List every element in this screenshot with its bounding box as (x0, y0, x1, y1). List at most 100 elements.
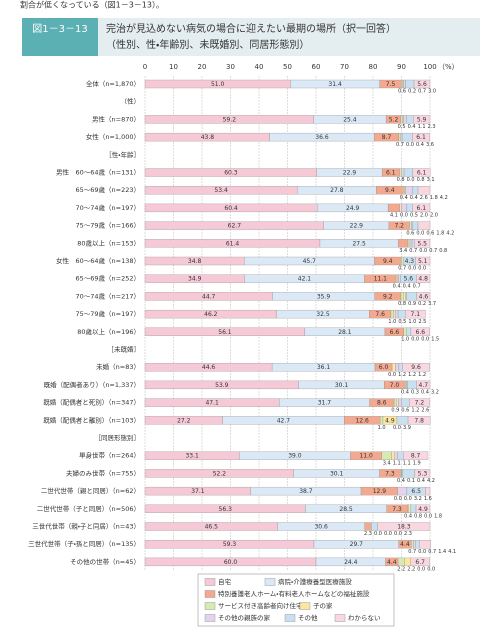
bar-segment (407, 239, 411, 248)
value-label: 46.2 (204, 311, 218, 318)
bar-segment (393, 309, 396, 319)
legend-swatch (264, 578, 276, 586)
small-value-label: 0.0 (394, 531, 402, 537)
bar-segment (401, 256, 404, 266)
value-label: 27.5 (352, 240, 366, 247)
category-label: 夫婦のみ世帯（n=755） (66, 468, 140, 477)
x-tick-label: 0 (143, 63, 147, 71)
small-value-label: 1.8 (430, 195, 438, 201)
small-value-label: 1.0 (401, 337, 409, 343)
bar-segment (401, 203, 408, 213)
category-label: 70～74歳（n=217） (75, 291, 140, 300)
value-label: 4.7 (419, 382, 429, 389)
bar-segment (387, 203, 400, 213)
x-tick-label: 50 (283, 63, 292, 71)
bar-segment (425, 486, 431, 496)
value-label: 39.0 (288, 453, 302, 460)
x-tick-label: 60 (312, 63, 321, 71)
value-label: 5.6 (404, 276, 414, 283)
bar-segment (411, 221, 414, 230)
value-label: 27.8 (330, 187, 344, 194)
bar-segment (397, 486, 408, 496)
bar-segment (401, 469, 404, 478)
value-label: 60.4 (224, 205, 238, 212)
category-label: ［未既婚］ (108, 345, 141, 354)
small-value-label: 1.2 (398, 372, 406, 378)
bar-segment (406, 327, 412, 336)
small-value-label: 3.6 (426, 142, 434, 148)
small-value-label: 3.4 (399, 248, 407, 254)
bar-segment (406, 115, 414, 124)
small-value-label: 1.8 (436, 230, 444, 236)
x-tick-label: 10 (169, 63, 178, 71)
legend-swatch (204, 590, 216, 598)
small-value-label: 1.6 (424, 496, 432, 502)
value-label: 30.6 (314, 524, 328, 531)
value-label: 36.6 (315, 134, 329, 141)
value-label: 52.2 (213, 470, 227, 477)
bar-segment (364, 522, 372, 531)
value-label: 28.1 (338, 329, 352, 336)
bar-segment (409, 239, 413, 248)
bar-segment (412, 186, 419, 195)
small-value-label: 1.0 (378, 425, 386, 431)
bar-segment (398, 132, 402, 142)
bar-segment (419, 540, 432, 549)
bar-segment (399, 168, 402, 177)
value-label: 47.1 (205, 400, 219, 407)
small-value-label: 2.3 (404, 531, 412, 537)
small-value-label: 0.0 (384, 531, 392, 537)
value-label: 44.6 (202, 364, 216, 371)
value-label: 4.4 (387, 559, 397, 566)
value-label: 36.1 (317, 364, 331, 371)
small-value-label: 1.1 (418, 124, 426, 130)
small-value-label: 2.0 (420, 213, 428, 219)
bar-segment (403, 115, 407, 124)
small-value-label: 4.1 (390, 213, 398, 219)
small-value-label: 0.5 (410, 213, 418, 219)
category-label: 既婚（配偶者と離別）（n=103） (43, 415, 140, 424)
small-value-label: 2.6 (421, 407, 429, 413)
bar-segment (404, 380, 406, 390)
legend-label: サービス付き高齢者向け住宅 (218, 601, 303, 610)
x-tick-label: 100 (423, 63, 436, 71)
small-value-label: 1.2 (408, 372, 416, 378)
value-label: 29.7 (350, 541, 364, 548)
category-label: その他の世帯（n=45） (70, 557, 140, 566)
bar-segment (407, 416, 431, 425)
value-label: 34.9 (188, 276, 202, 283)
small-value-label: 0.6 (398, 89, 406, 95)
value-label: 18.3 (397, 524, 411, 531)
bar-segment (411, 239, 415, 248)
small-value-label: 0.4 (400, 195, 408, 201)
small-value-label: 0.7 (429, 248, 437, 254)
value-label: 7.8 (414, 417, 424, 424)
bar-segment (407, 380, 417, 390)
bar-segment (403, 186, 405, 195)
bar-segment (401, 168, 405, 177)
bar-segment (379, 416, 384, 425)
value-label: 6.6 (390, 329, 400, 336)
value-label: 43.8 (201, 134, 215, 141)
bar-segment (409, 398, 430, 407)
value-label: 22.9 (350, 223, 364, 230)
bar-segment (403, 451, 429, 460)
small-value-label: 0.8 (417, 177, 425, 183)
bar-segment (415, 504, 431, 513)
bar-segment (411, 540, 414, 549)
small-value-label: 2.0 (430, 213, 438, 219)
small-value-label: 4.2 (427, 478, 435, 484)
legend-swatch (204, 602, 216, 610)
value-label: 53.4 (214, 187, 228, 194)
small-value-label: 1.2 (418, 372, 426, 378)
x-tick-label: 20 (198, 63, 207, 71)
value-label: 7.3 (392, 506, 402, 513)
x-tick-label: 80 (369, 63, 378, 71)
bar-segment (410, 327, 430, 336)
value-label: 62.7 (228, 223, 242, 230)
bar-segment (400, 132, 403, 142)
small-value-label: 0.7 (428, 549, 436, 555)
value-label: 8.7 (411, 453, 421, 460)
small-value-label: 0.0 (421, 337, 429, 343)
legend-swatch (299, 602, 311, 610)
